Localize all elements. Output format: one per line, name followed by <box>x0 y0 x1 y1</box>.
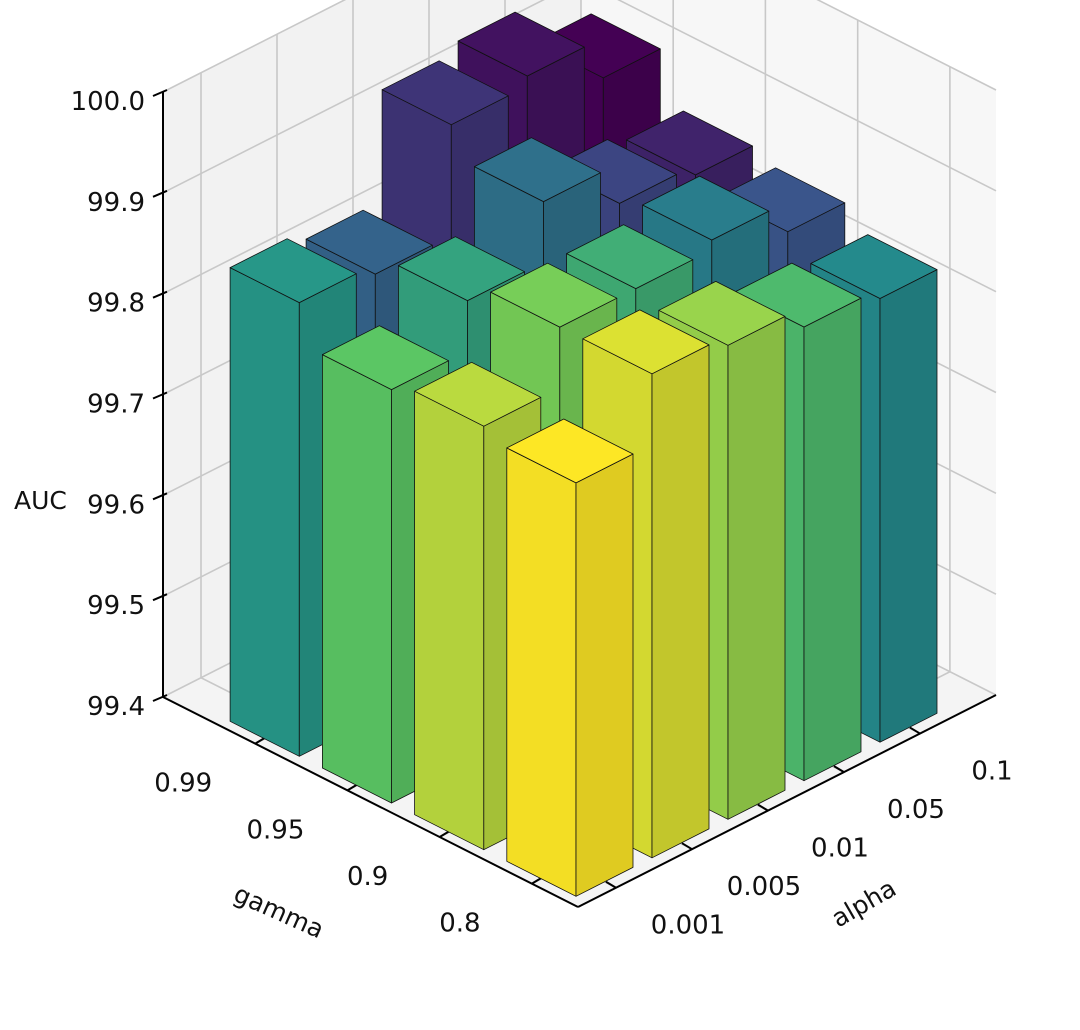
alpha-tick-label: 0.1 <box>971 757 1012 787</box>
bar-face-top <box>381 60 509 126</box>
bar-face-top <box>305 209 433 275</box>
bar-face-top <box>473 137 601 203</box>
bar-face-top <box>642 175 770 241</box>
auc-tick <box>152 694 168 702</box>
bar-face-top <box>506 418 634 484</box>
auc-tick <box>152 189 168 198</box>
axis-lines <box>152 89 997 908</box>
bar-face-front <box>651 344 710 859</box>
bar-face-front <box>727 315 786 820</box>
bar-face-front <box>803 297 862 782</box>
bar-face-top <box>321 325 449 391</box>
bar-face-top <box>457 11 585 77</box>
auc-tick-label: 100.0 <box>71 87 145 117</box>
alpha-tick-label: 0.001 <box>651 911 725 941</box>
bar-face-top <box>658 280 786 346</box>
alpha-tick <box>681 842 693 851</box>
bar-face-top <box>414 361 542 427</box>
auc-tick-label: 99.6 <box>87 490 145 520</box>
gamma-tick <box>531 876 543 885</box>
auc-tick <box>152 492 168 501</box>
alpha-tick-label: 0.01 <box>811 834 869 864</box>
auc-tick-label: 99.4 <box>87 692 145 722</box>
bar-face-left <box>229 267 300 757</box>
alpha-tick-label: 0.005 <box>727 872 801 902</box>
bar-face-left <box>506 447 577 897</box>
auc-tick <box>152 89 168 97</box>
gamma-tick-label: 0.95 <box>246 815 304 845</box>
alpha-tick <box>757 803 769 812</box>
auc-tick <box>152 391 168 400</box>
gamma-axis <box>162 696 579 908</box>
alpha-tick <box>833 765 845 773</box>
bar-face-top <box>229 238 357 304</box>
bar-face-front <box>575 453 634 897</box>
alpha-axis <box>577 694 997 908</box>
gamma-tick-label: 0.8 <box>439 909 480 939</box>
alpha-axis-title: alpha <box>827 873 902 933</box>
bar-face-left <box>414 390 485 851</box>
bar-face-top <box>566 224 694 290</box>
bar-face-top <box>626 110 753 176</box>
auc-tick-label: 99.5 <box>87 591 145 621</box>
z-axis-title: AUC <box>14 486 67 515</box>
bar-face-top <box>810 234 938 299</box>
bar-face-front <box>879 269 938 743</box>
auc-tick <box>152 593 168 602</box>
gamma-tick-label: 0.9 <box>347 862 388 892</box>
bar-face-top <box>490 262 618 328</box>
alpha-tick <box>909 726 921 735</box>
alpha-tick-label: 0.05 <box>887 795 945 825</box>
auc-tick-label: 99.8 <box>87 289 145 319</box>
gamma-tick-label: 0.99 <box>154 769 212 799</box>
bars <box>229 11 938 897</box>
bar-face-top <box>582 309 710 375</box>
auc-tick <box>152 290 168 299</box>
bar-face-left <box>321 354 392 804</box>
bar <box>506 418 634 897</box>
gamma-axis-title: gamma <box>230 879 329 944</box>
alpha-tick <box>605 880 617 889</box>
bar-face-top <box>397 236 525 302</box>
auc-tick-label: 99.9 <box>87 188 145 218</box>
auc-tick-label: 99.7 <box>87 390 145 420</box>
